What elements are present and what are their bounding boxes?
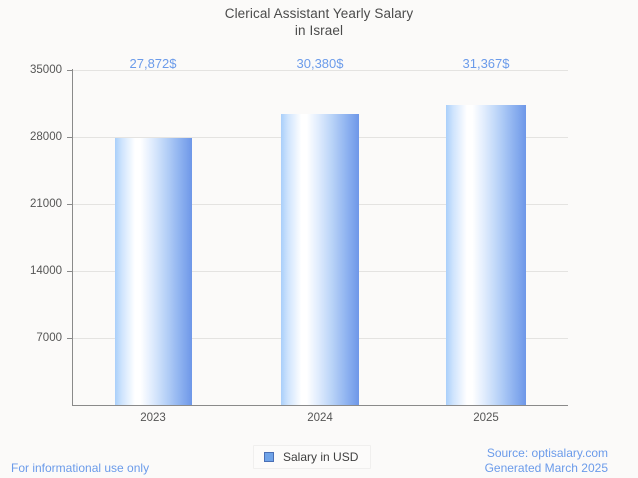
x-axis-line [72,405,568,406]
y-tick-mark-7000 [67,338,72,339]
bar-2024[interactable] [281,114,359,405]
value-label-2024: 30,380$ [296,56,344,71]
x-tick-label-2024: 2024 [307,412,333,424]
chart-title-line-2: in Israel [294,23,344,38]
y-axis-line [72,69,73,406]
y-tick-label-21000: 21000 [30,198,62,210]
x-tick-label-2023: 2023 [140,412,166,424]
gridline-35000 [72,70,568,71]
y-tick-label-35000: 35000 [30,64,62,76]
plot-area [72,70,568,405]
chart-legend[interactable]: Salary in USD [253,445,372,469]
source-block: Source: optisalary.com Generated March 2… [485,446,608,476]
disclaimer-text: For informational use only [11,461,150,475]
chart-title-line-1: Clerical Assistant Yearly Salary [224,6,414,21]
chart-title: Clerical Assistant Yearly Salary in Isra… [0,5,638,39]
y-tick-mark-21000 [67,204,72,205]
y-tick-mark-28000 [67,137,72,138]
legend-item-label: Salary in USD [283,450,359,464]
y-tick-label-14000: 14000 [30,265,62,277]
bar-2023[interactable] [115,138,192,405]
x-tick-label-2025: 2025 [473,412,499,424]
y-tick-mark-35000 [67,70,72,71]
y-tick-label-7000: 7000 [36,332,62,344]
generated-text: Generated March 2025 [484,461,608,475]
y-tick-mark-14000 [67,271,72,272]
source-text: Source: optisalary.com [486,446,608,460]
value-label-2025: 31,367$ [462,56,510,71]
value-label-2023: 27,872$ [129,56,177,71]
y-tick-label-28000: 28000 [30,131,62,143]
bar-2025[interactable] [446,105,526,405]
legend-swatch-icon [264,452,274,462]
